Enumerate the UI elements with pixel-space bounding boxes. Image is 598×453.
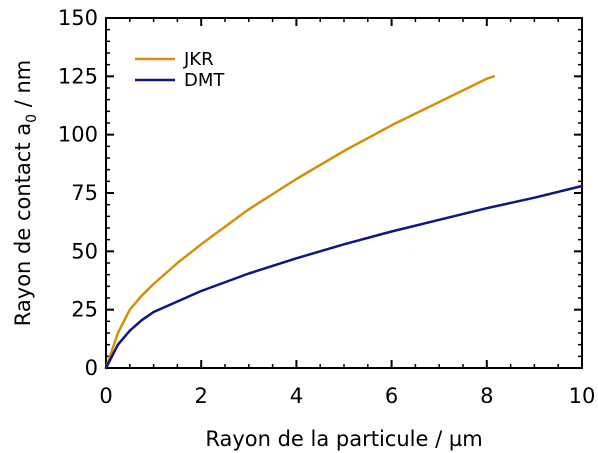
x-tick-label: 10 — [569, 384, 596, 408]
axis-ticks — [105, 17, 583, 369]
series-line-dmt — [104, 184, 584, 370]
y-axis-label: Rayon de contact a0 / nm — [11, 60, 40, 326]
legend: JKR DMT — [135, 49, 225, 91]
x-tick-label: 2 — [195, 384, 208, 408]
x-tick-label: 0 — [99, 384, 112, 408]
y-tick-label: 125 — [58, 64, 98, 88]
y-tick-label: 25 — [71, 298, 98, 322]
y-tick-label: 100 — [58, 123, 98, 147]
series-lines — [104, 75, 584, 370]
series-line-jkr — [104, 75, 496, 370]
y-axis-label-main: Rayon de contact a — [11, 123, 35, 326]
x-axis-label: Rayon de la particule / µm — [205, 427, 482, 451]
y-tick-label: 75 — [71, 181, 98, 205]
legend-label-jkr: JKR — [183, 49, 214, 70]
y-tick-label: 50 — [71, 239, 98, 263]
y-axis-label-subscript: 0 — [24, 114, 40, 123]
y-tick-label: 150 — [58, 6, 98, 30]
y-tick-label: 0 — [85, 356, 98, 380]
plot-frame — [105, 17, 583, 369]
legend-label-dmt: DMT — [184, 70, 225, 91]
x-tick-label: 8 — [480, 384, 493, 408]
x-tick-label: 6 — [385, 384, 398, 408]
y-axis-label-unit: / nm — [11, 60, 35, 114]
x-tick-label: 4 — [290, 384, 303, 408]
